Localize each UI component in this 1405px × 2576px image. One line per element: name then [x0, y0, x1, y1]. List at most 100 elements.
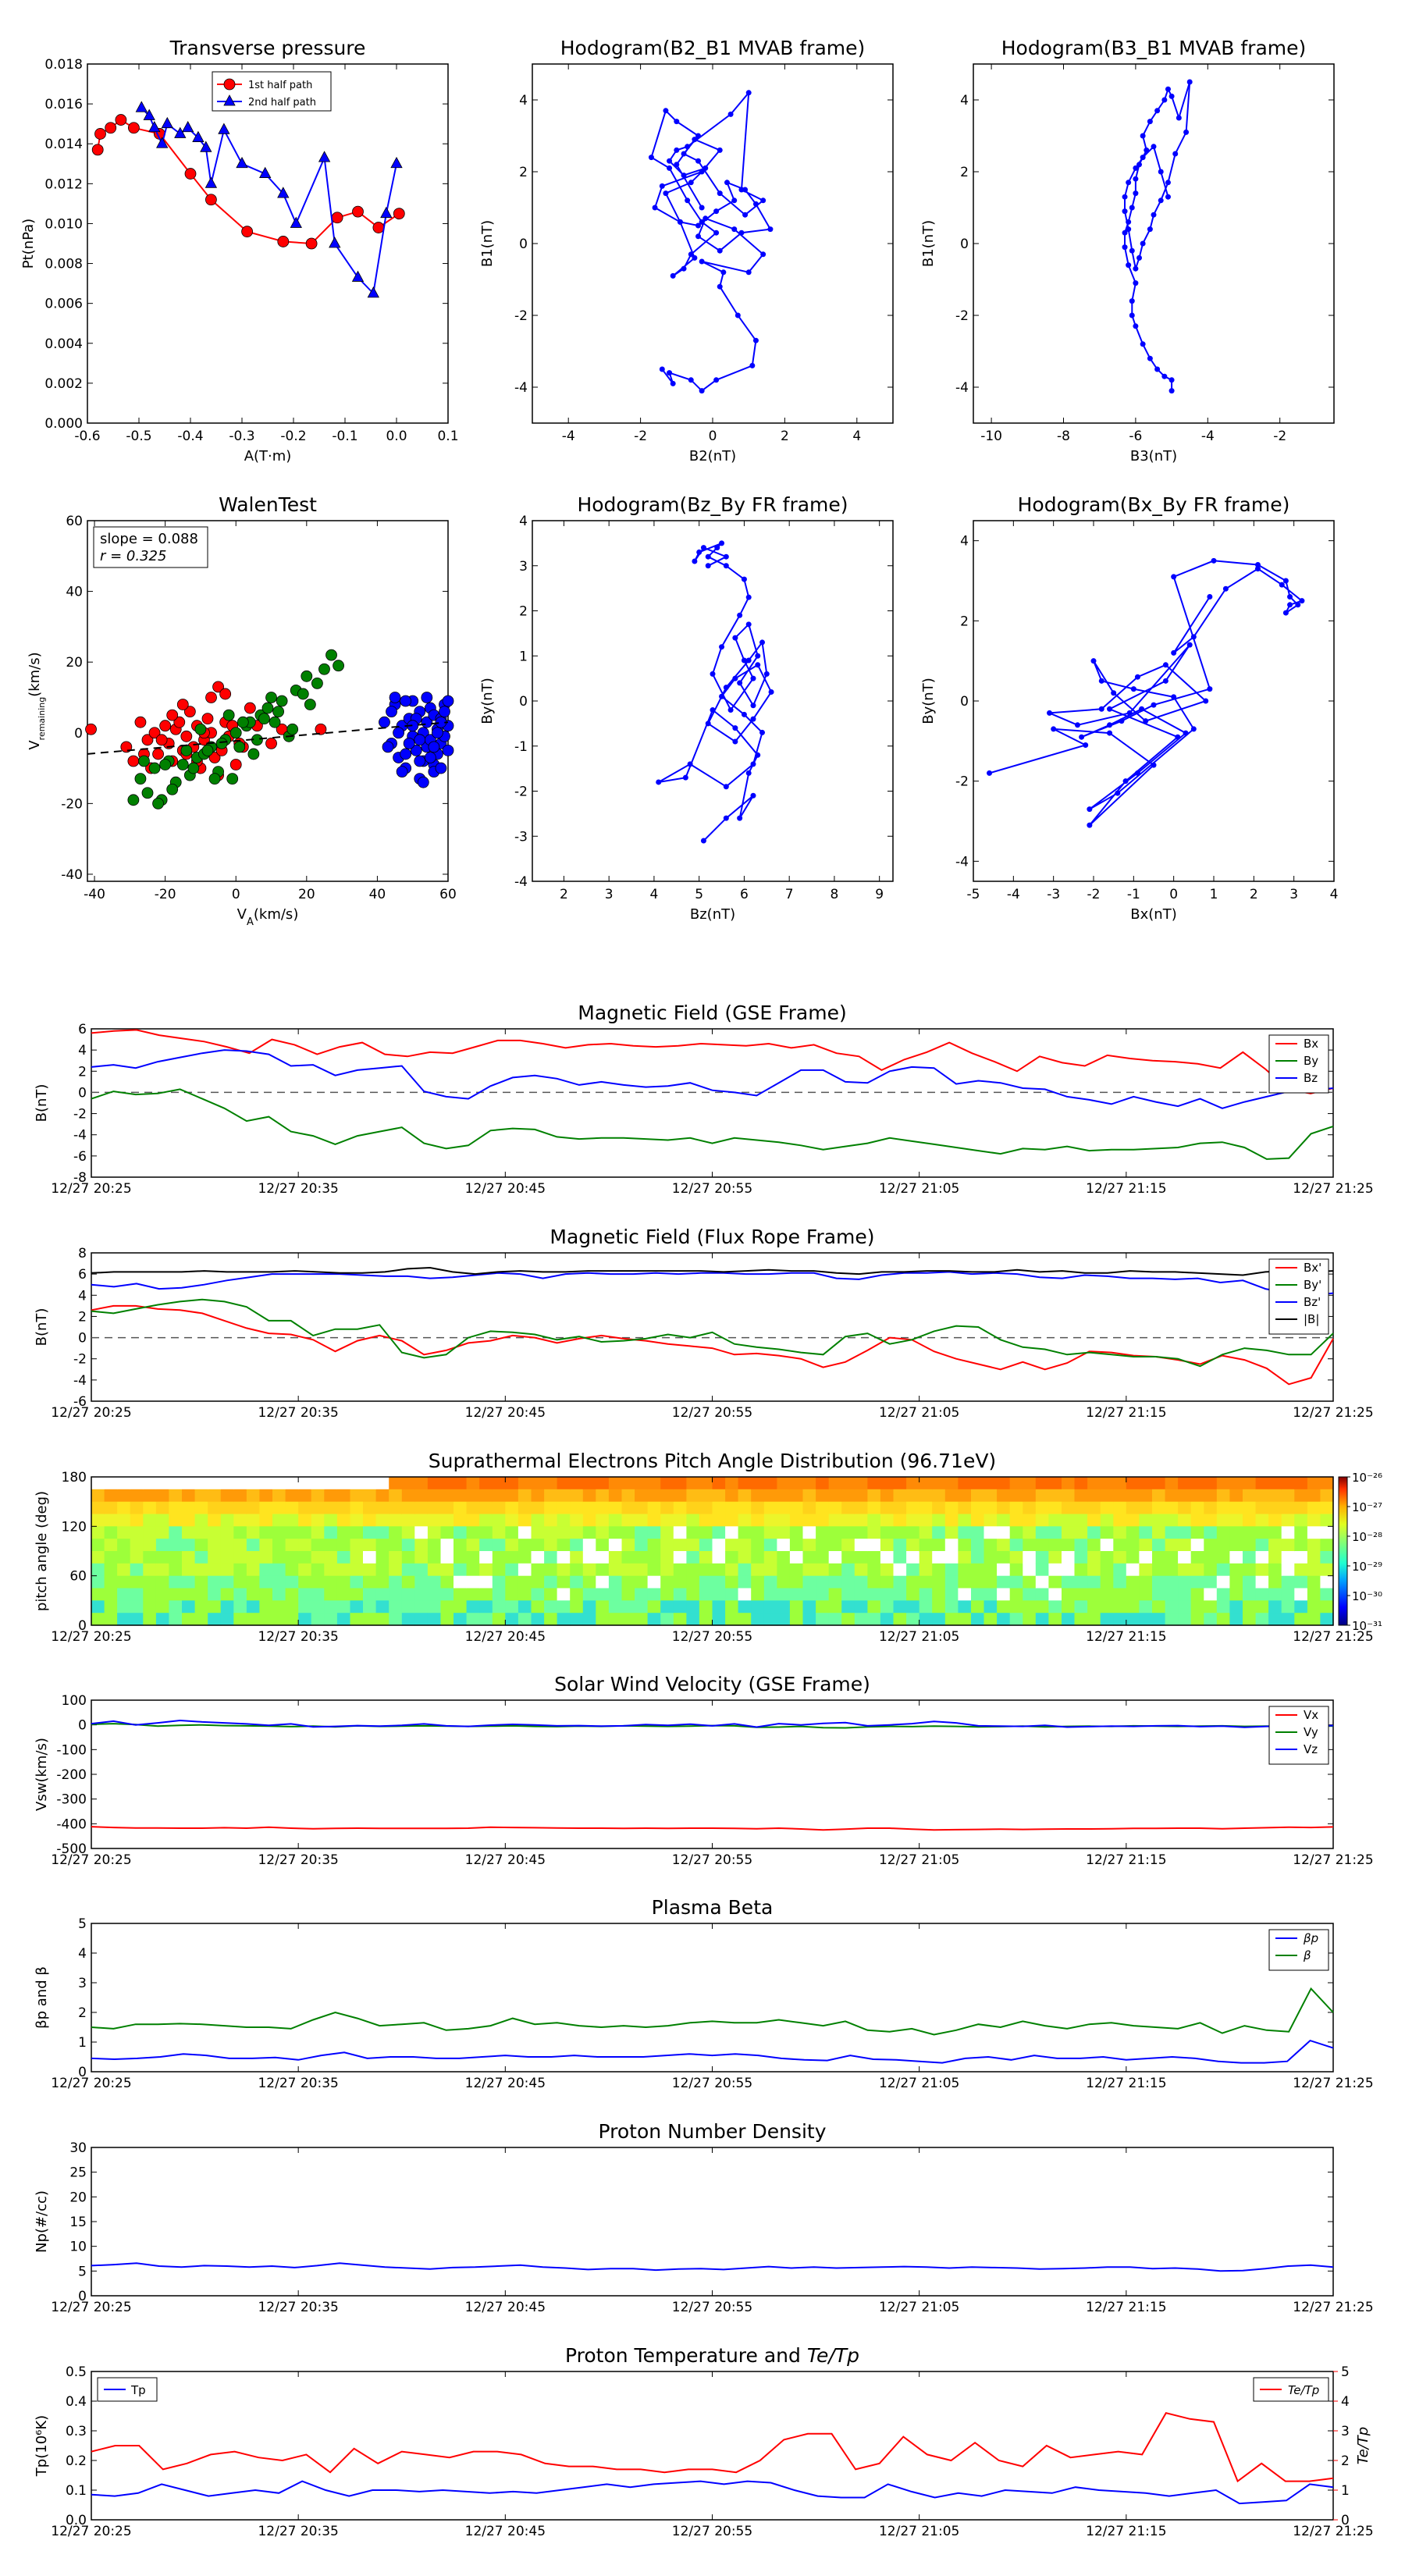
transverse-pressure-point: [105, 122, 117, 134]
pitch-angle-distribution-cell: [867, 1514, 881, 1527]
magnetic-field-flux-rope-legend: [1268, 1258, 1329, 1335]
pitch-angle-distribution-cell: [997, 1489, 1011, 1503]
pitch-angle-distribution-cell: [194, 1489, 208, 1503]
pitch-angle-distribution-cell: [1048, 1489, 1062, 1503]
pitch-angle-distribution-cell: [440, 1526, 454, 1539]
pitch-angle-distribution-cell: [867, 1575, 881, 1589]
pitch-angle-distribution-cell: [1023, 1588, 1037, 1601]
hodogram-b2-b1-point: [717, 247, 723, 254]
pitch-angle-distribution-cell: [984, 1539, 998, 1552]
hodogram-bz-by-point: [763, 671, 770, 677]
pitch-angle-distribution-cell: [1062, 1526, 1076, 1539]
pitch-angle-distribution-cell: [660, 1477, 674, 1490]
hodogram-b3-b1-point: [1136, 254, 1143, 261]
pitch-angle-distribution-cell: [414, 1489, 429, 1503]
hodogram-bx-by-ytick-label: -2: [955, 774, 969, 790]
pitch-angle-distribution-cell: [984, 1514, 998, 1527]
hodogram-bx-by-point: [1207, 686, 1213, 692]
pitch-angle-distribution-cell: [272, 1501, 286, 1515]
pitch-angle-distribution-cell: [1190, 1489, 1204, 1503]
hodogram-bx-by-point: [1087, 806, 1093, 813]
pitch-angle-distribution-cell: [841, 1613, 855, 1626]
pitch-angle-distribution-cell: [259, 1600, 273, 1614]
pitch-angle-distribution-cell: [635, 1514, 649, 1527]
pitch-angle-distribution-cell: [608, 1613, 623, 1626]
pitch-angle-distribution-cell: [777, 1600, 791, 1614]
pitch-angle-distribution-cell: [544, 1613, 558, 1626]
pitch-angle-distribution-cell: [531, 1551, 545, 1564]
magnetic-field-flux-rope-title: Magnetic Field (Flux Rope Frame): [550, 1226, 874, 1248]
magnetic-field-flux-rope-frame: [91, 1252, 1334, 1402]
pitch-angle-distribution-cell: [841, 1489, 855, 1503]
pitch-angle-distribution-cell: [375, 1551, 389, 1564]
pitch-angle-distribution-cell: [1268, 1575, 1282, 1589]
pitch-angle-distribution-cell: [789, 1489, 804, 1503]
pitch-angle-distribution-cell: [1048, 1501, 1062, 1515]
magnetic-field-gse-ytick-label: 2: [78, 1064, 87, 1080]
hodogram-b2-b1-point: [685, 144, 691, 150]
pitch-angle-distribution-cell: [751, 1477, 765, 1490]
proton-number-density-xtick-label: 12/27 20:35: [258, 2300, 338, 2315]
pitch-angle-distribution-cell: [893, 1477, 907, 1490]
pitch-angle-distribution-cell: [194, 1600, 208, 1614]
pitch-angle-distribution-cell: [647, 1514, 661, 1527]
walen-test-xtick-label: 60: [439, 887, 457, 902]
hodogram-b3-b1-point: [1168, 388, 1175, 394]
pitch-angle-distribution-cell: [208, 1613, 222, 1626]
pitch-angle-distribution-cell: [1190, 1526, 1204, 1539]
pitch-angle-distribution-cell: [1216, 1588, 1230, 1601]
pitch-angle-distribution-cell: [1216, 1551, 1230, 1564]
hodogram-bx-by-point: [1083, 742, 1089, 748]
pitch-angle-distribution-cell: [1294, 1489, 1308, 1503]
walen-test-point: [173, 716, 186, 728]
pitch-angle-distribution-cell: [841, 1551, 855, 1564]
pitch-angle-distribution-cell: [285, 1501, 299, 1515]
hodogram-b2-b1-point: [674, 162, 680, 168]
pitch-angle-distribution-cell: [647, 1539, 661, 1552]
pitch-angle-distribution-cell: [1126, 1588, 1140, 1601]
pitch-angle-distribution-cell: [596, 1575, 610, 1589]
pitch-angle-distribution-cell: [1074, 1613, 1088, 1626]
hodogram-b3-b1-point: [1129, 247, 1135, 254]
hodogram-bz-by-ytick-label: 3: [519, 559, 528, 575]
pitch-angle-distribution-cell: [621, 1526, 635, 1539]
pitch-angle-distribution-cell: [454, 1539, 468, 1552]
pitch-angle-distribution-cell: [440, 1514, 454, 1527]
pitch-angle-distribution-cell: [1048, 1563, 1062, 1577]
pitch-angle-distribution-xtick-label: 12/27 21:25: [1293, 1629, 1373, 1645]
pitch-angle-distribution-cell: [686, 1613, 700, 1626]
pitch-angle-distribution-cell: [117, 1477, 131, 1490]
pitch-angle-distribution-cell: [802, 1539, 816, 1552]
pitch-angle-distribution-cell: [570, 1563, 584, 1577]
pitch-angle-distribution-cell: [880, 1526, 895, 1539]
walen-test-point: [304, 699, 316, 710]
pitch-angle-distribution-cell: [401, 1588, 415, 1601]
hodogram-b3-b1-point: [1151, 212, 1157, 218]
hodogram-bx-by-point: [1162, 662, 1168, 668]
pitch-angle-distribution-cell: [182, 1588, 196, 1601]
transverse-pressure-point: [318, 151, 331, 162]
hodogram-bx-by-point: [1287, 602, 1293, 608]
proton-number-density-series: [91, 2262, 1334, 2272]
walen-test-point: [442, 745, 454, 756]
pitch-angle-distribution-cell: [531, 1489, 545, 1503]
magnetic-field-gse-ytick-label: -8: [73, 1170, 87, 1186]
pitch-angle-distribution-cell: [893, 1551, 907, 1564]
hodogram-b3-b1-point: [1133, 265, 1139, 272]
pitch-angle-distribution-xtick-label: 12/27 21:05: [879, 1629, 959, 1645]
pitch-angle-distribution-cell: [1139, 1613, 1153, 1626]
pitch-angle-distribution-cell: [1113, 1539, 1127, 1552]
pitch-angle-distribution-cell: [673, 1613, 687, 1626]
proton-number-density-frame: [91, 2147, 1334, 2297]
pitch-angle-distribution-cell: [182, 1526, 196, 1539]
pitch-angle-distribution-cell: [298, 1551, 312, 1564]
hodogram-bx-by-point: [1079, 734, 1085, 740]
hodogram-b2-b1-ytick-label: -4: [514, 380, 528, 396]
transverse-pressure-ytick-label: 0.012: [44, 176, 83, 192]
pitch-angle-distribution-cell: [893, 1575, 907, 1589]
pitch-angle-distribution-cell: [906, 1551, 920, 1564]
magnetic-field-gse-ylabel: B(nT): [34, 1084, 50, 1123]
pitch-angle-distribution-cell: [1190, 1539, 1204, 1552]
pitch-angle-distribution-cell: [272, 1575, 286, 1589]
pitch-angle-distribution-cell: [1320, 1489, 1334, 1503]
